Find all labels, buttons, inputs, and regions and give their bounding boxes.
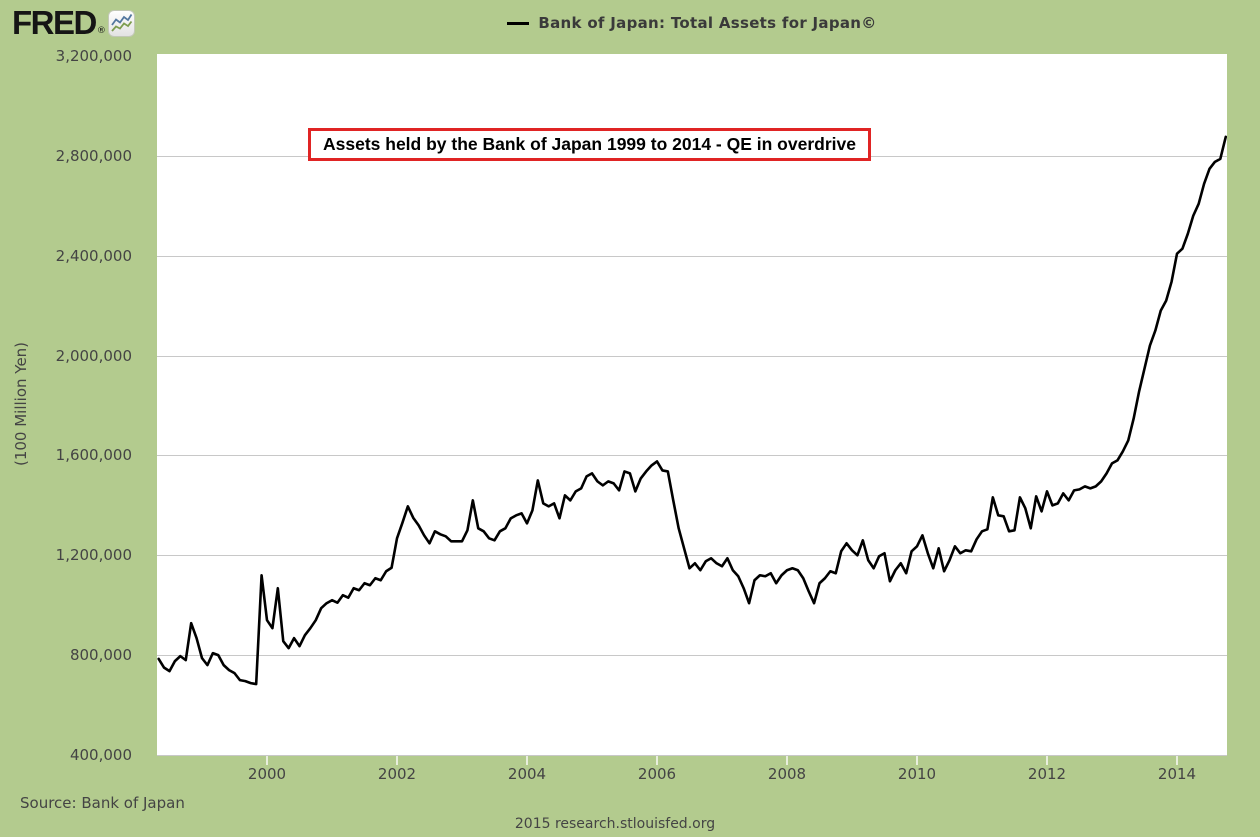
x-tick-mark bbox=[266, 756, 268, 765]
registered-mark: ® bbox=[96, 26, 106, 36]
x-tick-mark bbox=[656, 756, 658, 765]
x-tick-label: 2014 bbox=[1157, 765, 1197, 783]
y-tick-label: 1,200,000 bbox=[55, 546, 132, 565]
x-tick-mark bbox=[916, 756, 918, 765]
plot-area bbox=[157, 54, 1227, 756]
x-tick-label: 2008 bbox=[767, 765, 807, 783]
y-tick-label: 2,800,000 bbox=[55, 146, 132, 165]
x-tick-mark bbox=[786, 756, 788, 765]
x-tick-label: 2006 bbox=[637, 765, 677, 783]
y-tick-label: 400,000 bbox=[69, 746, 132, 764]
gridline bbox=[157, 255, 1227, 257]
y-tick-label: 3,200,000 bbox=[55, 47, 132, 65]
fred-sparkline-icon bbox=[107, 10, 135, 41]
x-tick-label: 2000 bbox=[247, 765, 287, 783]
gridline bbox=[157, 655, 1227, 657]
y-tick-label: 2,400,000 bbox=[55, 246, 132, 265]
x-tick-mark bbox=[1176, 756, 1178, 765]
gridline bbox=[157, 355, 1227, 357]
y-tick-label: 2,000,000 bbox=[55, 346, 132, 365]
source-note: Source: Bank of Japan bbox=[20, 794, 185, 812]
fred-logo-text: FRED bbox=[12, 4, 97, 41]
x-tick-label: 2012 bbox=[1027, 765, 1067, 783]
fred-logo: FRED ® bbox=[12, 6, 135, 41]
data-line-layer bbox=[157, 135, 1227, 686]
chart-legend: Bank of Japan: Total Assets for Japan© bbox=[157, 14, 1227, 32]
x-tick-mark bbox=[396, 756, 398, 765]
legend-line-swatch bbox=[507, 21, 530, 25]
x-tick-label: 2010 bbox=[897, 765, 937, 783]
total-assets-line bbox=[157, 135, 1227, 686]
x-tick-mark bbox=[1046, 756, 1048, 765]
x-tick-label: 2004 bbox=[507, 765, 547, 783]
legend-series-label: Bank of Japan: Total Assets for Japan© bbox=[538, 14, 877, 32]
footer-credit: 2015 research.stlouisfed.org bbox=[514, 816, 716, 832]
gridline bbox=[157, 555, 1227, 557]
gridline bbox=[157, 455, 1227, 457]
annotation-box: Assets held by the Bank of Japan 1999 to… bbox=[308, 128, 871, 161]
x-tick-mark bbox=[526, 756, 528, 765]
y-tick-label: 800,000 bbox=[69, 646, 132, 665]
x-tick-label: 2002 bbox=[377, 765, 417, 783]
y-tick-label: 1,600,000 bbox=[55, 446, 132, 465]
